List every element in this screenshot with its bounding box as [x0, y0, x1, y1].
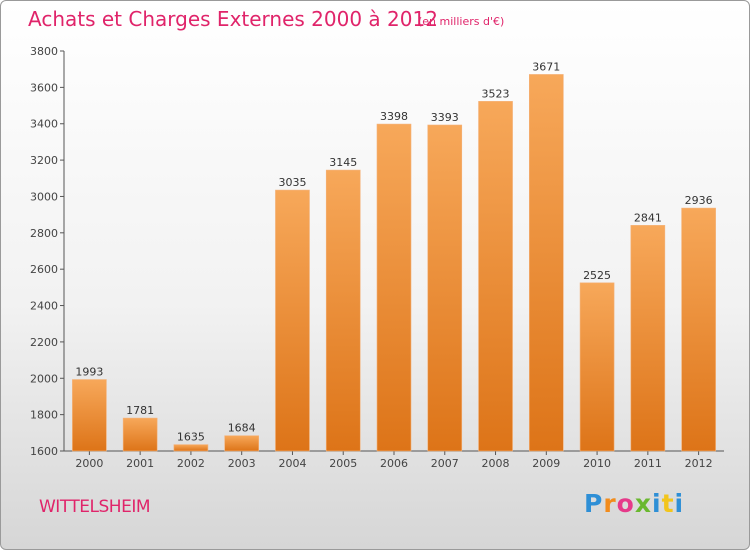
bar-value-label: 3671	[532, 60, 560, 73]
y-tick-label: 2600	[30, 263, 58, 276]
y-tick-label: 3200	[30, 154, 58, 167]
bar	[224, 435, 259, 452]
x-tick-label: 2004	[278, 457, 306, 470]
x-tick-label: 2012	[685, 457, 713, 470]
bar	[325, 169, 361, 452]
bar	[122, 417, 158, 452]
bar-value-label: 1781	[126, 404, 154, 417]
x-tick-label: 2009	[532, 457, 560, 470]
chart-unit: (en milliers d'€)	[418, 15, 505, 28]
bar-value-label: 2936	[685, 194, 713, 207]
x-tick-label: 2011	[634, 457, 662, 470]
bar-value-label: 3035	[278, 176, 306, 189]
y-axis: 1600 1800 2000 2200 2400 2600 2800 3000 3200 3400…	[30, 45, 65, 458]
bar-value-label: 3145	[329, 156, 357, 169]
chart-title: Achats et Charges Externes 2000 à 2012	[28, 7, 438, 31]
bar	[579, 282, 615, 452]
bar	[478, 101, 513, 452]
y-tick-label: 3000	[30, 190, 58, 203]
bar	[427, 124, 463, 452]
x-tick-label: 2000	[75, 457, 103, 470]
x-tick-label: 2010	[583, 457, 611, 470]
bar-value-label: 2525	[583, 269, 611, 282]
bar	[275, 189, 310, 452]
bar	[376, 123, 412, 452]
bar-value-label: 1635	[177, 431, 205, 444]
commune-name: WITTELSHEIM	[39, 497, 151, 517]
y-tick-label: 2200	[30, 336, 58, 349]
bar-value-label: 3523	[482, 87, 510, 100]
proxiti-logo: Proxiti	[584, 489, 685, 518]
bar	[173, 444, 209, 452]
bar-value-label: 3393	[431, 111, 459, 124]
bar-value-label: 3398	[380, 110, 408, 123]
y-tick-label: 2400	[30, 300, 58, 313]
bar-value-label: 2841	[634, 211, 662, 224]
y-tick-label: 2800	[30, 227, 58, 240]
bar	[529, 74, 564, 452]
x-tick-label: 2003	[228, 457, 256, 470]
bar	[630, 225, 666, 452]
y-tick-label: 2000	[30, 372, 58, 385]
y-tick-label: 1600	[30, 445, 58, 458]
x-tick-label: 2007	[431, 457, 459, 470]
x-tick-label: 2002	[177, 457, 205, 470]
y-tick-label: 3800	[30, 45, 58, 58]
x-tick-label: 2006	[380, 457, 408, 470]
bar-value-label: 1684	[228, 422, 256, 435]
x-tick-label: 2008	[482, 457, 510, 470]
bar-value-label: 1993	[75, 366, 103, 379]
x-tick-label: 2001	[126, 457, 154, 470]
y-tick-label: 3600	[30, 81, 58, 94]
bars-group: 1993 1781 1635 1684 3035 3145 3398 3393 3523 3671…	[72, 60, 716, 452]
x-tick-label: 2005	[329, 457, 357, 470]
x-axis: 2000 2001 2002 2003 2004 2005 2006 2007 2008 2009…	[64, 450, 724, 470]
bar	[681, 207, 716, 452]
y-tick-label: 1800	[30, 409, 58, 422]
y-tick-label: 3400	[30, 118, 58, 131]
bar	[72, 379, 107, 452]
